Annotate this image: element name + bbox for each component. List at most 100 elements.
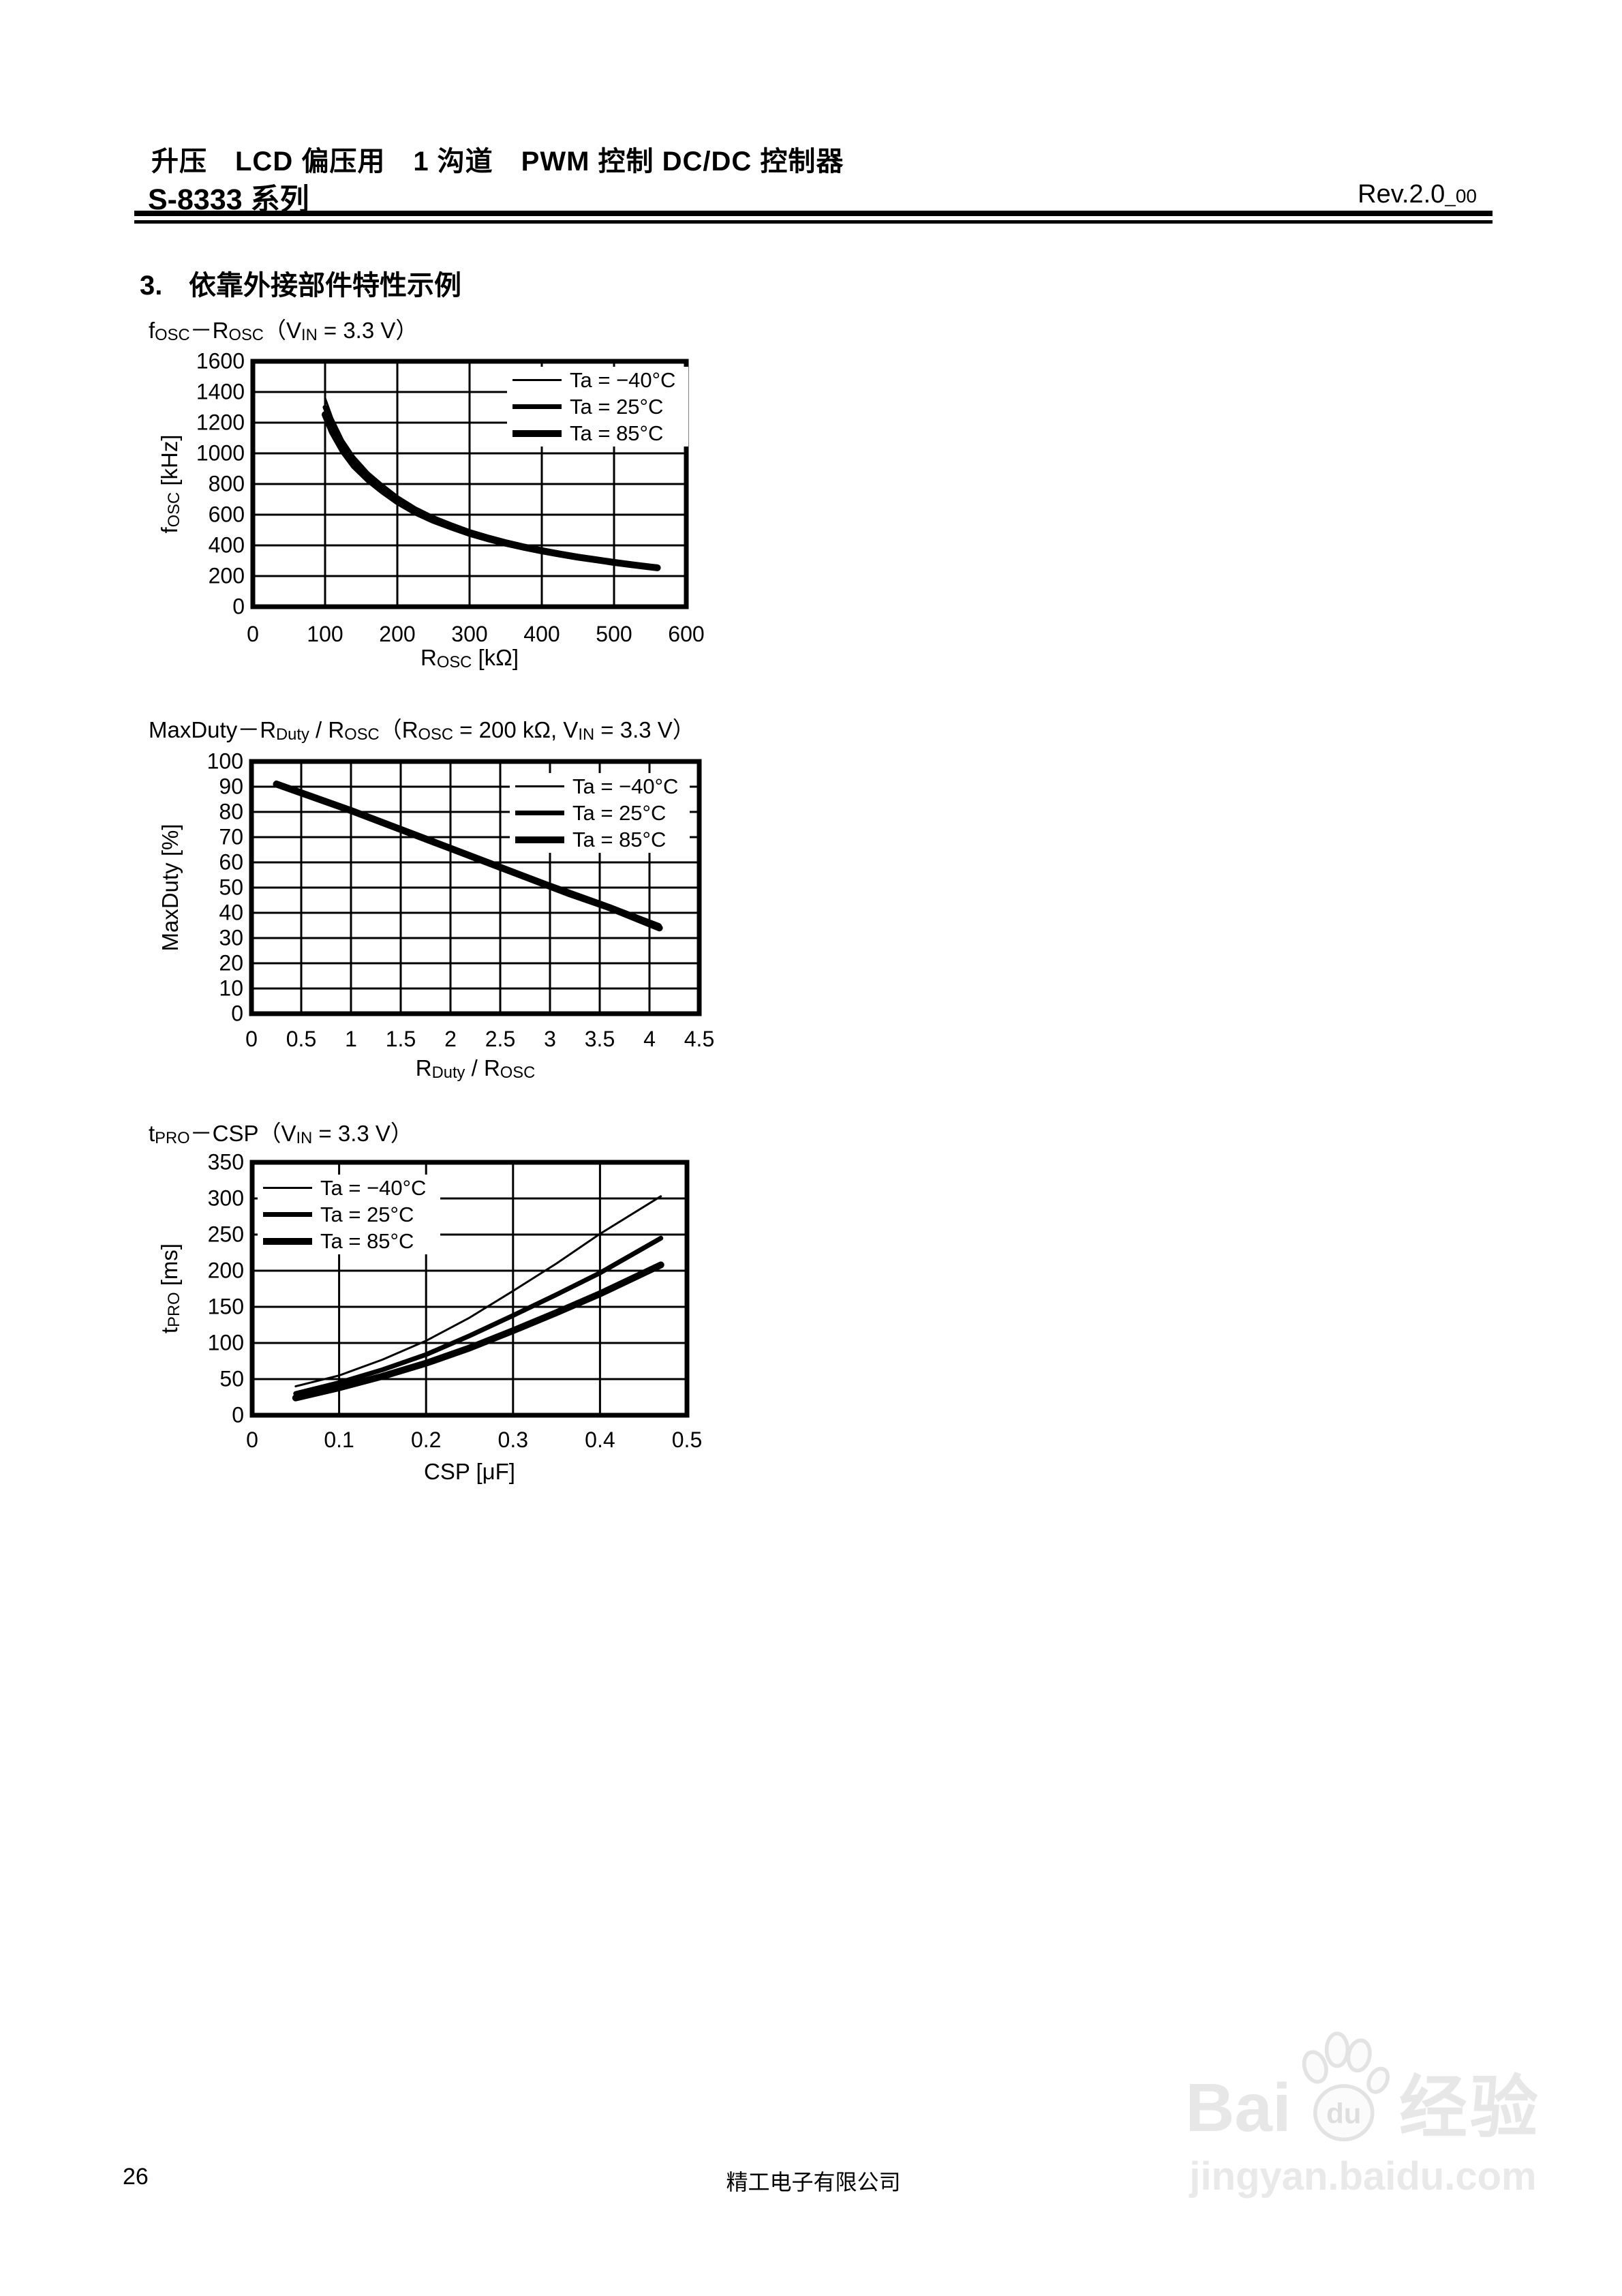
y-tick-label: 60 [219, 849, 243, 875]
plot-border [249, 759, 702, 1016]
plot-border [249, 1160, 690, 1418]
x-tick-label: 0.1 [324, 1428, 354, 1452]
document-title: 升压 LCD 偏压用 1 沟道 PWM 控制 DC/DC 控制器 [151, 147, 844, 177]
x-tick-label: 0 [246, 1428, 258, 1452]
x-tick-label: 600 [668, 622, 705, 646]
legend-line-sample [512, 429, 562, 437]
legend-label: Ta = 85°C [320, 1228, 414, 1253]
legend: Ta = −40°C Ta = 25°C Ta = 85°C [510, 773, 690, 853]
x-tick-label: 500 [596, 622, 632, 646]
y-tick-label: 350 [207, 1149, 244, 1175]
legend: Ta = −40°C Ta = 25°C Ta = 85°C [507, 367, 688, 447]
legend-label: Ta = −40°C [570, 367, 676, 392]
chart-title: MaxDuty－RDuty / ROSC（ROSC = 200 kΩ, VIN … [149, 717, 695, 744]
series-line-2 [322, 411, 661, 571]
chart-title: tPRO－CSP（VIN = 3.3 V） [149, 1121, 413, 1147]
legend-line-sample [263, 1212, 312, 1217]
plot-border [250, 359, 689, 609]
y-tick-label: 200 [208, 563, 245, 588]
header-rule-thick [134, 211, 1493, 216]
y-tick-label: 1200 [196, 410, 245, 435]
y-tick-label: 0 [232, 594, 245, 619]
y-tick-label: 250 [207, 1222, 244, 1247]
y-tick-label: 400 [208, 532, 245, 558]
watermark-logo-row: Bai du 经验 [1159, 2028, 1567, 2144]
x-axis-label: CSP [μF] [424, 1459, 515, 1484]
x-tick-label: 400 [523, 622, 560, 646]
legend-entry-0: Ta = −40°C [515, 773, 690, 800]
y-axis-label: tPRO [ms] [157, 1243, 183, 1334]
legend-entry-1: Ta = 25°C [512, 393, 688, 420]
watermark-url: jingyan.baidu.com [1189, 2154, 1537, 2199]
x-tick-label: 0 [245, 1027, 258, 1051]
x-tick-label: 200 [379, 622, 416, 646]
watermark-cn-text: 经验 [1398, 2070, 1541, 2146]
legend-label: Ta = −40°C [320, 1175, 427, 1200]
legend-line-sample [515, 811, 564, 815]
y-tick-label: 50 [219, 1366, 244, 1391]
legend: Ta = −40°C Ta = 25°C Ta = 85°C [258, 1175, 440, 1254]
x-tick-label: 3.5 [584, 1027, 615, 1051]
legend-entry-0: Ta = −40°C [263, 1175, 440, 1201]
x-tick-label: 0.2 [410, 1428, 442, 1452]
series-line-2 [273, 781, 663, 932]
y-tick-label: 1600 [196, 348, 245, 374]
legend-entry-1: Ta = 25°C [515, 800, 690, 826]
series-line-1 [293, 1235, 664, 1396]
x-tick-label: 3 [544, 1027, 556, 1051]
x-tick-label: 4 [643, 1027, 656, 1051]
plot-area [250, 359, 689, 609]
page-number: 26 [123, 2164, 149, 2190]
series-line-2 [292, 1261, 664, 1402]
x-tick-label: 0.5 [286, 1027, 317, 1051]
y-tick-label: 30 [219, 925, 243, 950]
y-tick-label: 90 [219, 774, 243, 799]
y-tick-label: 10 [219, 976, 243, 1001]
legend-entry-0: Ta = −40°C [512, 367, 688, 393]
y-tick-label: 20 [219, 950, 243, 976]
legend-label: Ta = 25°C [572, 800, 667, 825]
x-tick-label: 0.4 [585, 1428, 615, 1452]
section-title: 依靠外接部件特性示例 [189, 271, 461, 301]
x-tick-label: 2.5 [485, 1027, 516, 1051]
y-tick-label: 0 [231, 1001, 243, 1026]
baidu-watermark: Bai du 经验 jingyan.baidu.com [1159, 2028, 1567, 2199]
plot-area [249, 759, 702, 1016]
watermark-du-text: du [1326, 2098, 1361, 2130]
x-tick-label: 0.5 [671, 1428, 703, 1452]
legend-entry-2: Ta = 85°C [263, 1228, 440, 1254]
legend-line-sample [512, 404, 562, 409]
legend-label: Ta = 85°C [572, 827, 667, 851]
x-tick-label: 0.3 [498, 1428, 529, 1452]
x-tick-label: 1.5 [385, 1027, 416, 1051]
legend-entry-1: Ta = 25°C [263, 1201, 440, 1228]
footer-company: 精工电子有限公司 [726, 2170, 901, 2194]
y-tick-label: 100 [207, 1330, 244, 1355]
y-tick-label: 100 [206, 749, 243, 774]
y-tick-label: 50 [219, 875, 243, 900]
x-axis-label: RDuty / ROSC [415, 1055, 536, 1082]
y-tick-label: 800 [208, 471, 245, 496]
y-tick-label: 1000 [196, 440, 245, 466]
y-tick-label: 600 [208, 502, 245, 527]
y-tick-label: 200 [207, 1258, 244, 1283]
baidu-paw-icon: du [1302, 2031, 1390, 2142]
legend-entry-2: Ta = 85°C [512, 420, 688, 447]
x-tick-label: 1 [345, 1027, 357, 1051]
legend-line-sample [512, 379, 562, 381]
legend-entry-2: Ta = 85°C [515, 826, 690, 853]
revision-main: Rev.2.0 [1358, 180, 1445, 209]
x-tick-label: 300 [451, 622, 488, 646]
y-tick-label: 40 [219, 900, 243, 925]
y-tick-label: 80 [219, 799, 243, 824]
legend-line-sample [515, 836, 564, 843]
y-tick-label: 0 [232, 1402, 244, 1428]
legend-line-sample [263, 1237, 312, 1245]
legend-label: Ta = −40°C [572, 774, 679, 798]
y-tick-label: 1400 [196, 379, 245, 404]
legend-label: Ta = 25°C [570, 394, 664, 419]
legend-label: Ta = 25°C [320, 1202, 414, 1226]
section-number: 3. [140, 271, 163, 301]
revision-sub: _00 [1445, 185, 1477, 207]
